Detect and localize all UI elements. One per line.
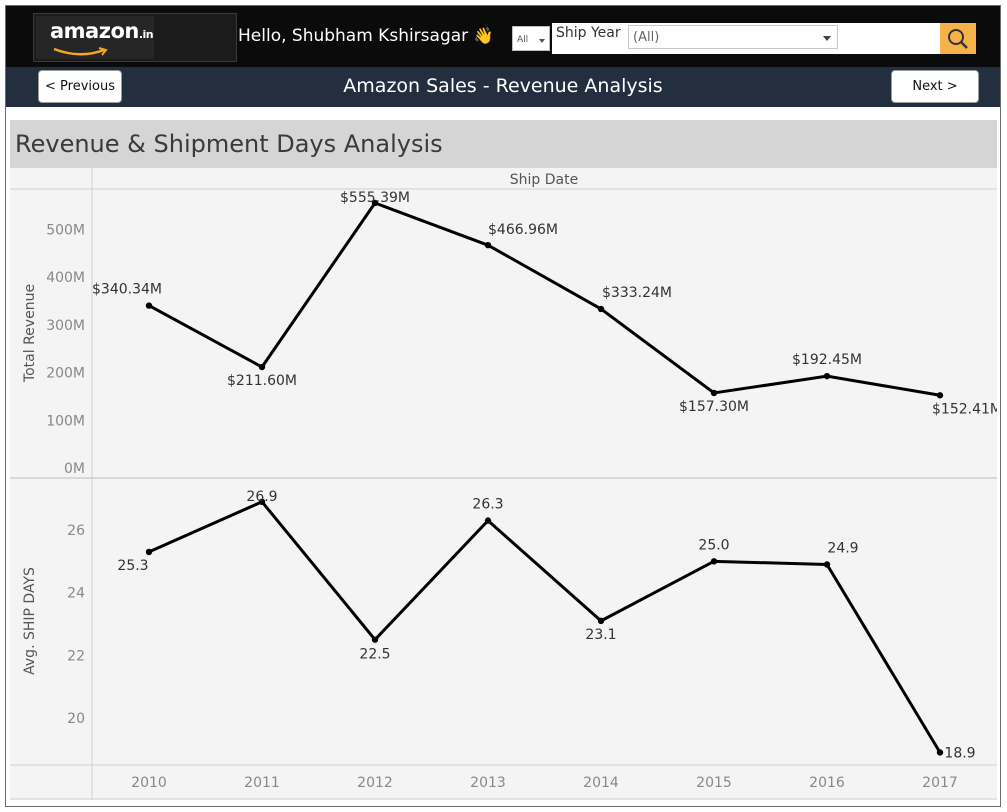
dashboard-header: Revenue & Shipment Days Analysis bbox=[10, 120, 997, 168]
y-tick-label: 20 bbox=[67, 711, 85, 727]
top-bar: amazon.in Hello, Shubham Kshirsagar 👋 Al… bbox=[6, 6, 1000, 67]
y-tick-label: 100M bbox=[46, 413, 85, 429]
data-point bbox=[936, 749, 944, 756]
x-tick-label: 2015 bbox=[696, 775, 732, 791]
previous-button[interactable]: < Previous bbox=[38, 70, 122, 103]
data-point bbox=[371, 636, 379, 643]
ship-year-select[interactable]: (All) bbox=[628, 25, 838, 49]
data-point bbox=[710, 389, 718, 397]
x-tick-label: 2014 bbox=[583, 775, 619, 791]
data-label: $211.60M bbox=[227, 373, 297, 389]
y-tick-label: 24 bbox=[67, 586, 85, 602]
data-label: $333.24M bbox=[602, 285, 672, 301]
logo-tld: .in bbox=[138, 28, 154, 41]
data-label: 18.9 bbox=[944, 745, 975, 761]
page-title: Amazon Sales - Revenue Analysis bbox=[343, 75, 663, 97]
logo-wordmark: amazon.in bbox=[50, 19, 154, 43]
data-point bbox=[145, 548, 153, 556]
data-label: $157.30M bbox=[679, 399, 749, 415]
search-icon bbox=[948, 29, 968, 49]
data-label: $555.39M bbox=[340, 190, 410, 206]
greeting-text: Hello, Shubham Kshirsagar 👋 bbox=[238, 26, 494, 46]
filter-all-dropdown[interactable]: All bbox=[512, 26, 550, 51]
x-tick-label: 2016 bbox=[809, 775, 845, 791]
data-label: 26.9 bbox=[246, 489, 277, 505]
search-button[interactable] bbox=[940, 23, 976, 54]
dashboard-content: Revenue & Shipment Days Analysis Ship Da… bbox=[10, 120, 997, 800]
data-label: 23.1 bbox=[585, 627, 616, 643]
ship-year-filter: Ship Year (All) bbox=[552, 23, 940, 54]
data-label: $152.41M bbox=[932, 401, 997, 417]
data-point bbox=[258, 498, 266, 505]
x-tick-label: 2012 bbox=[357, 775, 393, 791]
series-line bbox=[148, 500, 942, 754]
column-header: Ship Date bbox=[510, 172, 578, 188]
next-button[interactable]: Next > bbox=[891, 70, 979, 103]
data-label: $340.34M bbox=[92, 282, 162, 298]
data-label: 25.0 bbox=[698, 537, 729, 553]
panel-ylabel-revenue: Total Revenue bbox=[22, 284, 38, 383]
logo-smile-icon bbox=[53, 47, 108, 56]
data-label: 25.3 bbox=[117, 558, 148, 574]
chevron-down-icon bbox=[823, 36, 831, 41]
data-label: 24.9 bbox=[827, 540, 858, 556]
nav-bar: Amazon Sales - Revenue Analysis < Previo… bbox=[6, 67, 1000, 107]
dashboard-frame: amazon.in Hello, Shubham Kshirsagar 👋 Al… bbox=[5, 5, 1001, 807]
line-chart: Ship Date Total Revenue Avg. SHIP DAYS 0… bbox=[10, 168, 997, 800]
y-tick-label: 500M bbox=[46, 222, 85, 238]
data-point bbox=[484, 517, 492, 524]
data-point bbox=[145, 302, 153, 309]
y-tick-label: 400M bbox=[46, 270, 85, 286]
wave-icon: 👋 bbox=[473, 26, 494, 45]
x-tick-label: 2011 bbox=[244, 775, 280, 791]
ship-year-label: Ship Year bbox=[556, 25, 621, 41]
x-tick-label: 2017 bbox=[922, 775, 958, 791]
data-point bbox=[597, 305, 605, 313]
data-point bbox=[823, 372, 831, 380]
data-label: 26.3 bbox=[472, 497, 503, 513]
series-line bbox=[148, 201, 941, 397]
amazon-logo: amazon.in bbox=[36, 16, 154, 59]
x-tick-label: 2013 bbox=[470, 775, 506, 791]
panel-ylabel-ship-days: Avg. SHIP DAYS bbox=[22, 567, 38, 675]
y-tick-label: 22 bbox=[67, 648, 85, 664]
data-point bbox=[823, 561, 831, 568]
data-label: 22.5 bbox=[359, 647, 390, 663]
y-tick-label: 200M bbox=[46, 366, 85, 382]
data-point bbox=[936, 392, 944, 399]
data-point bbox=[710, 558, 718, 565]
dashboard-title: Revenue & Shipment Days Analysis bbox=[15, 130, 443, 158]
x-tick-label: 2010 bbox=[131, 775, 167, 791]
y-tick-label: 300M bbox=[46, 318, 85, 334]
data-label: $192.45M bbox=[792, 352, 862, 368]
data-point bbox=[258, 363, 266, 371]
data-label: $466.96M bbox=[488, 222, 558, 238]
chevron-down-icon bbox=[539, 39, 545, 43]
data-point bbox=[484, 241, 492, 249]
y-tick-label: 0M bbox=[64, 461, 85, 477]
logo-container: amazon.in bbox=[33, 13, 237, 62]
y-tick-label: 26 bbox=[67, 523, 85, 539]
data-point bbox=[597, 617, 605, 625]
data-point bbox=[371, 199, 379, 207]
